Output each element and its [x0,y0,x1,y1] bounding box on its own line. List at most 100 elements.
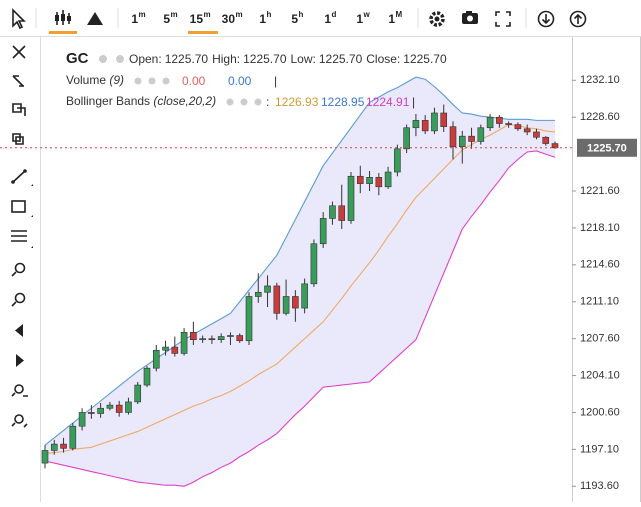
y-tick-label: 1200.60 [580,406,620,418]
candle-body [356,175,364,184]
bollinger-value: 1228.95 [321,95,365,109]
screenshot-button[interactable] [462,11,478,24]
candle-body [78,412,86,427]
timeframe-unit: w [363,10,371,19]
y-tick-label: 1232.10 [580,74,620,86]
candle-body [542,136,550,144]
camera-icon [466,11,472,14]
zoom-out-tool [11,301,17,307]
y-tick-label: 1207.60 [580,333,620,345]
y-tick-label: 1218.10 [580,222,620,234]
eye-icon[interactable] [226,98,234,106]
indicator-name: Volume [66,73,106,87]
timeframe-unit: h [267,10,272,19]
candle-body [217,336,225,341]
candle-body [97,407,104,414]
last-price-label: 1225.70 [587,143,627,155]
candle-body [347,175,355,221]
candle-body [412,120,420,129]
timeframe-label: 1 [324,12,331,26]
delete-tool[interactable] [12,103,26,116]
timeframe-number: 1 [388,12,395,26]
remove-icon[interactable] [254,98,262,106]
separator: | [274,74,277,88]
timeframe-label: 5 [163,12,170,26]
trendline-tool [11,180,15,184]
settings-icon[interactable] [116,55,124,63]
crosshair-tool[interactable] [12,75,24,87]
zoom-out-tool[interactable] [14,292,26,304]
candle-body [282,296,290,314]
eye-icon[interactable] [134,77,142,85]
timeframe-unit: M [396,10,403,19]
fullscreen-button[interactable] [495,11,511,27]
candle-body [375,177,383,188]
cursor-button[interactable] [12,8,26,30]
settings-icon[interactable] [240,98,248,106]
y-tick-label: 1221.60 [580,185,620,197]
timeframe-button[interactable]: 30 m [222,10,243,26]
candle-body [180,332,188,354]
indicator-name: Bollinger Bands [66,94,150,108]
lock-tool[interactable] [14,414,24,424]
clone-tool[interactable] [12,133,24,145]
bollinger-legend: Bollinger Bands (close,20,2) [66,94,216,108]
candle-body [449,126,457,148]
candle-body [152,349,160,369]
timeframe-unit: m [139,10,146,19]
fib-tool[interactable] [11,230,27,242]
candles-icon [61,14,65,21]
download-button[interactable] [537,10,555,28]
candle-body [292,296,299,309]
eye-icon[interactable] [99,55,107,63]
timeframe-label: 5 [291,12,298,26]
candle-body [88,412,95,414]
timeframe-number: 1 [356,12,363,26]
candle-body [301,283,308,309]
plot-area [0,76,572,487]
area-icon [87,12,103,25]
gear-icon [434,16,440,22]
candle-body [69,425,77,449]
remove-icon[interactable] [162,77,170,85]
fullscreen-icon [495,11,511,27]
area-button[interactable] [87,12,103,25]
close-tool[interactable] [12,45,26,59]
candle-body [319,218,327,245]
timeframe-number: 5 [163,12,170,26]
scroll-left-tool[interactable] [15,324,23,337]
download-icon [541,14,551,25]
legend: GC Open: 1225.70 High: 1225.70 Low: 1225.70 Cl… [66,50,447,109]
rectangle-tool[interactable] [11,200,26,213]
candle-body [421,120,429,132]
upload-button[interactable] [569,10,587,28]
timeframe-unit: h [299,10,304,19]
settings-icon[interactable] [148,77,156,85]
volume-value: 0.00 [228,74,252,88]
candles-button[interactable] [49,10,77,34]
band-fill [45,77,555,487]
timeframe-number: 30 [222,12,236,26]
scroll-right-tool[interactable] [16,354,24,367]
last-price-badge [577,138,637,157]
candle-body [505,123,512,125]
settings-button[interactable] [429,11,445,27]
y-tick-label: 1204.10 [580,369,620,381]
bollinger-value: 1226.93 [275,95,319,109]
zoom-in-tool[interactable] [14,262,26,274]
candle-body [60,443,67,449]
timeframe-button[interactable]: 15 m [188,10,218,34]
submenu-arrow [31,184,33,248]
ohlc-value: 1225.70 [243,52,287,66]
ohlc-value: 1225.70 [165,52,209,66]
candles-icon [55,15,59,21]
timeframe-label: 30 [222,12,236,26]
magnet-tool[interactable] [14,384,24,394]
